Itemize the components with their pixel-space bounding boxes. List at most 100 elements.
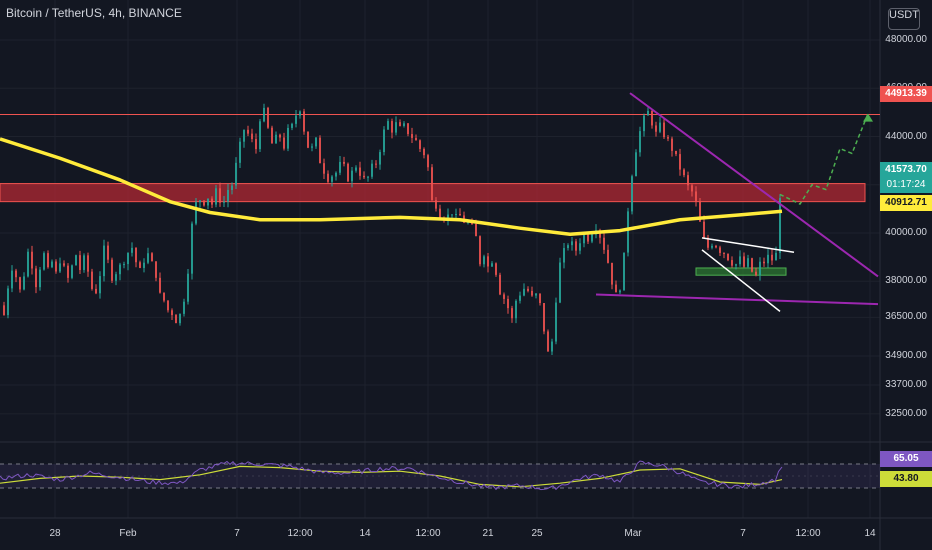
candle-body	[87, 255, 89, 272]
candle-body	[207, 198, 209, 206]
candle-body	[387, 121, 389, 130]
projection-arrowhead	[863, 113, 873, 122]
candle-body	[775, 252, 777, 261]
candle-body	[331, 176, 333, 182]
candle-body	[587, 234, 589, 242]
candle-body	[623, 252, 625, 291]
candle-body	[427, 155, 429, 168]
candle-body	[139, 262, 141, 268]
candle-body	[671, 138, 673, 151]
candle-body	[591, 234, 593, 242]
candle-body	[63, 263, 65, 266]
candle-body	[579, 243, 581, 251]
candle-body	[19, 277, 21, 290]
wedge-lower-line	[701, 249, 781, 312]
candle-body	[383, 129, 385, 153]
candle-body	[647, 110, 649, 116]
candle-body	[583, 234, 585, 244]
candle-body	[11, 270, 13, 289]
candles	[3, 103, 781, 355]
candle-body	[187, 273, 189, 302]
candle-body	[515, 300, 517, 319]
candle-body	[611, 262, 613, 285]
candle-body	[379, 152, 381, 165]
candle-body	[435, 200, 437, 209]
candle-body	[451, 214, 453, 216]
resistance-price-tag: 44913.39	[880, 86, 932, 102]
candle-body	[751, 258, 753, 272]
candle-body	[627, 211, 629, 253]
candle-body	[31, 251, 33, 269]
candle-body	[91, 271, 93, 289]
candle-body	[535, 293, 537, 296]
candle-body	[699, 201, 701, 222]
candle-body	[243, 129, 245, 142]
candle-body	[651, 110, 653, 126]
candle-body	[659, 122, 661, 132]
candle-body	[731, 260, 733, 266]
last-price-tag: 41573.70	[880, 162, 932, 178]
candle-body	[323, 163, 325, 174]
candle-body	[495, 263, 497, 275]
candle-body	[39, 269, 41, 288]
candle-body	[547, 331, 549, 352]
candle-body	[375, 163, 377, 165]
ma-price-tag: 40912.71	[880, 195, 932, 211]
time-tick-label: 14	[864, 528, 876, 539]
candle-body	[399, 122, 401, 126]
candle-body	[703, 221, 705, 238]
candle-body	[227, 189, 229, 202]
candle-body	[715, 245, 717, 248]
candle-body	[511, 308, 513, 319]
candle-body	[211, 198, 213, 205]
candle-body	[559, 262, 561, 303]
rsi-ma-value-tag: 43.80	[880, 471, 932, 487]
price-tick-label: 36500.00	[885, 311, 927, 323]
candle-body	[747, 258, 749, 267]
time-tick-label: Mar	[624, 528, 642, 539]
support-trendline	[595, 293, 879, 306]
candle-body	[571, 241, 573, 246]
candle-body	[167, 300, 169, 311]
candle-body	[675, 150, 677, 155]
candle-body	[723, 252, 725, 254]
candle-body	[743, 256, 745, 267]
candle-body	[639, 131, 641, 153]
price-tick-label: 34900.00	[885, 350, 927, 361]
candle-body	[371, 163, 373, 177]
candle-body	[351, 170, 353, 182]
candle-body	[459, 213, 461, 216]
candle-body	[103, 245, 105, 277]
candle-body	[319, 137, 321, 164]
candle-body	[519, 295, 521, 301]
candle-body	[95, 288, 97, 294]
candle-body	[607, 249, 609, 263]
candle-body	[663, 122, 665, 138]
time-tick-label: 12:00	[415, 528, 441, 539]
time-tick-label: 12:00	[287, 528, 313, 539]
candle-body	[707, 237, 709, 248]
moving-average-line	[0, 137, 783, 236]
descending-trendline	[629, 92, 879, 278]
candle-body	[455, 213, 457, 215]
candle-body	[35, 268, 37, 288]
candle-body	[119, 264, 121, 275]
wedge-upper-line	[701, 237, 795, 254]
price-tick-label: 44000.00	[885, 130, 927, 142]
candle-body	[195, 202, 197, 224]
candle-body	[507, 298, 509, 309]
candle-body	[423, 148, 425, 156]
currency-unit[interactable]: USDT	[888, 8, 920, 30]
candle-body	[291, 123, 293, 128]
candle-body	[655, 125, 657, 132]
candle-body	[771, 254, 773, 261]
candle-body	[327, 173, 329, 182]
candle-body	[539, 293, 541, 303]
candle-body	[115, 274, 117, 281]
price-tick-label: 32500.00	[885, 407, 927, 419]
candle-body	[283, 137, 285, 149]
candle-body	[339, 161, 341, 173]
overlay-lines	[0, 92, 879, 312]
candle-body	[159, 277, 161, 293]
